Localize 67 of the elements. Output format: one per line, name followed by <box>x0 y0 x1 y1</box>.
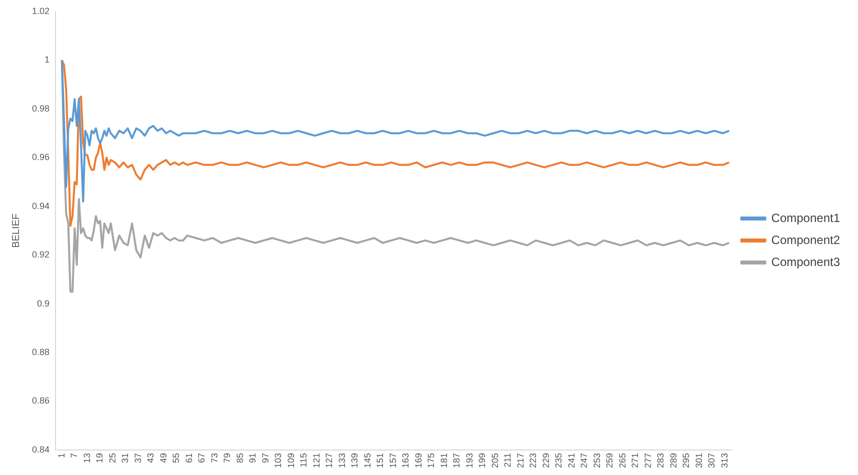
x-tick-label: 55 <box>171 452 182 463</box>
x-tick-label: 31 <box>120 452 130 463</box>
x-tick-label: 1 <box>56 452 66 458</box>
y-tick-label: 0.92 <box>32 250 50 260</box>
x-tick-label: 229 <box>540 452 551 468</box>
x-tick-label: 301 <box>694 452 704 468</box>
x-tick-label: 25 <box>107 452 118 463</box>
y-tick-label: 0.84 <box>32 444 50 454</box>
y-tick-label: 0.9 <box>37 298 50 308</box>
x-tick-label: 139 <box>350 452 360 468</box>
legend-label: Component1 <box>771 210 840 225</box>
y-tick-label: 1 <box>44 54 50 65</box>
y-tick-label: 0.96 <box>32 152 50 162</box>
x-tick-label: 289 <box>668 452 678 468</box>
x-tick-label: 103 <box>273 452 284 468</box>
x-tick-label: 127 <box>324 452 334 468</box>
x-tick-label: 295 <box>681 452 692 468</box>
y-tick-label: 0.98 <box>32 103 50 114</box>
x-tick-label: 67 <box>196 452 207 463</box>
y-tick-label: 1.02 <box>32 6 50 16</box>
y-tick-label: 0.88 <box>32 347 50 358</box>
x-tick-label: 259 <box>604 452 615 468</box>
x-tick-label: 109 <box>286 452 296 468</box>
legend-label: Component3 <box>771 254 840 269</box>
x-tick-label: 157 <box>388 452 398 468</box>
x-tick-label: 223 <box>528 452 538 468</box>
y-axis-title: BELIEF <box>10 213 22 248</box>
x-tick-label: 61 <box>184 452 194 463</box>
x-tick-label: 277 <box>642 452 653 468</box>
x-tick-label: 85 <box>234 452 245 463</box>
x-tick-label: 133 <box>336 452 347 468</box>
y-tick-label: 0.86 <box>32 396 50 406</box>
x-tick-label: 205 <box>490 452 500 468</box>
x-tick-label: 235 <box>554 452 564 468</box>
x-tick-label: 163 <box>400 452 411 468</box>
x-tick-label: 241 <box>566 452 576 468</box>
x-tick-label: 73 <box>209 452 220 463</box>
x-tick-label: 175 <box>426 452 436 468</box>
x-tick-label: 91 <box>248 452 258 463</box>
x-tick-label: 181 <box>438 452 449 468</box>
x-tick-label: 115 <box>298 452 309 468</box>
x-tick-label: 265 <box>617 452 628 468</box>
x-tick-label: 151 <box>375 452 386 468</box>
x-tick-label: 79 <box>222 452 232 463</box>
x-tick-label: 253 <box>592 452 602 468</box>
x-tick-label: 97 <box>260 452 270 463</box>
x-tick-label: 19 <box>94 452 105 463</box>
x-tick-label: 187 <box>452 452 462 468</box>
x-tick-label: 169 <box>413 452 424 468</box>
legend-label: Component2 <box>771 232 840 247</box>
x-tick-label: 37 <box>132 452 143 463</box>
x-tick-label: 199 <box>477 452 488 468</box>
x-tick-label: 247 <box>579 452 590 468</box>
x-tick-label: 307 <box>706 452 717 468</box>
x-tick-label: 283 <box>656 452 666 468</box>
y-tick-label: 0.94 <box>32 200 50 211</box>
x-tick-label: 211 <box>502 452 513 468</box>
x-tick-label: 313 <box>719 452 730 468</box>
x-tick-label: 217 <box>515 452 526 468</box>
x-tick-label: 271 <box>630 452 640 468</box>
x-tick-label: 7 <box>69 452 80 458</box>
x-tick-label: 145 <box>362 452 372 468</box>
x-tick-label: 13 <box>82 452 92 463</box>
x-tick-label: 121 <box>311 452 322 468</box>
x-tick-label: 43 <box>146 452 156 463</box>
x-tick-label: 49 <box>158 452 168 463</box>
x-tick-label: 193 <box>464 452 474 468</box>
